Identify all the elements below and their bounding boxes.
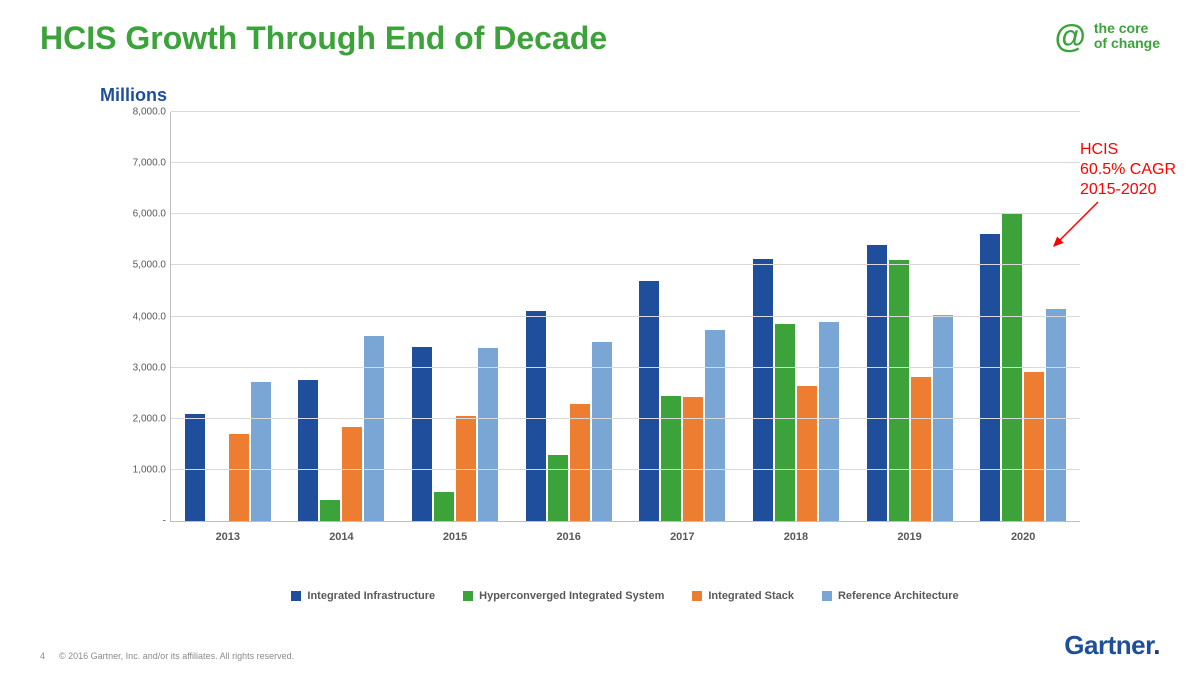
bar (753, 259, 773, 521)
page-number: 4 (40, 651, 45, 661)
gridline (171, 316, 1080, 317)
gridline (171, 418, 1080, 419)
x-tick-label: 2018 (739, 531, 853, 543)
bar-group: 2016 (512, 112, 626, 521)
footer: 4 © 2016 Gartner, Inc. and/or its affili… (40, 630, 1160, 661)
bar (639, 281, 659, 521)
bar-group: 2020 (966, 112, 1080, 521)
bar (889, 260, 909, 521)
x-tick-label: 2016 (512, 531, 626, 543)
bar (298, 380, 318, 521)
gridline (171, 162, 1080, 163)
bar (185, 414, 205, 521)
bar (1046, 309, 1066, 521)
legend-label: Hyperconverged Integrated System (479, 590, 664, 602)
bar (980, 234, 1000, 521)
gridline (171, 264, 1080, 265)
y-axis-label: Millions (100, 85, 1140, 106)
y-tick-label: 6,000.0 (111, 209, 166, 220)
legend-swatch (291, 591, 301, 601)
page-title: HCIS Growth Through End of Decade (40, 20, 607, 57)
bar (911, 377, 931, 521)
bar (797, 386, 817, 521)
y-tick-label: 3,000.0 (111, 362, 166, 373)
y-tick-label: 2,000.0 (111, 413, 166, 424)
gridline (171, 213, 1080, 214)
legend-item: Hyperconverged Integrated System (463, 590, 664, 602)
bar-group: 2014 (285, 112, 399, 521)
bar (819, 322, 839, 521)
logo-dot: . (1153, 630, 1160, 660)
legend-item: Integrated Infrastructure (291, 590, 435, 602)
legend-label: Reference Architecture (838, 590, 959, 602)
annotation-arrow-icon (1046, 198, 1106, 254)
bar (775, 324, 795, 521)
x-tick-label: 2014 (285, 531, 399, 543)
tagline: @ the core of change (1055, 20, 1160, 52)
footer-left: 4 © 2016 Gartner, Inc. and/or its affili… (40, 651, 294, 661)
gridline (171, 469, 1080, 470)
gridline (171, 111, 1080, 112)
legend-label: Integrated Infrastructure (307, 590, 435, 602)
callout-annotation: HCIS 60.5% CAGR 2015-2020 (1080, 140, 1176, 200)
legend: Integrated Infrastructure Hyperconverged … (170, 590, 1080, 602)
bar (705, 330, 725, 521)
y-tick-label: 4,000.0 (111, 311, 166, 322)
bar (478, 348, 498, 521)
bar (1024, 372, 1044, 521)
plot-region: 20132014201520162017201820192020 -1,000.… (170, 112, 1080, 522)
tagline-text: the core of change (1094, 21, 1160, 52)
bar (661, 396, 681, 521)
y-tick-label: 1,000.0 (111, 464, 166, 475)
bar (342, 427, 362, 521)
bar-group: 2017 (626, 112, 740, 521)
bar (592, 342, 612, 521)
header: HCIS Growth Through End of Decade @ the … (0, 0, 1200, 57)
legend-swatch (692, 591, 702, 601)
legend-swatch (822, 591, 832, 601)
copyright-text: © 2016 Gartner, Inc. and/or its affiliat… (59, 651, 294, 661)
x-tick-label: 2017 (626, 531, 740, 543)
bar (526, 311, 546, 521)
x-tick-label: 2019 (853, 531, 967, 543)
bar (320, 500, 340, 521)
bar (683, 397, 703, 521)
bar (364, 336, 384, 521)
x-tick-label: 2013 (171, 531, 285, 543)
bar-group: 2018 (739, 112, 853, 521)
bars-container: 20132014201520162017201820192020 (171, 112, 1080, 521)
x-tick-label: 2015 (398, 531, 512, 543)
legend-swatch (463, 591, 473, 601)
bar (434, 492, 454, 521)
bar-group: 2013 (171, 112, 285, 521)
bar (548, 455, 568, 521)
y-tick-label: 7,000.0 (111, 158, 166, 169)
bar (867, 245, 887, 521)
bar (412, 347, 432, 521)
legend-item: Integrated Stack (692, 590, 794, 602)
bar (229, 434, 249, 521)
legend-label: Integrated Stack (708, 590, 794, 602)
gartner-logo: Gartner. (1064, 630, 1160, 661)
y-tick-label: - (111, 516, 166, 527)
bar (570, 404, 590, 521)
at-icon: @ (1055, 20, 1086, 52)
y-tick-label: 8,000.0 (111, 107, 166, 118)
chart-plot-area: 20132014201520162017201820192020 -1,000.… (170, 112, 1080, 552)
bar-group: 2015 (398, 112, 512, 521)
legend-item: Reference Architecture (822, 590, 959, 602)
y-tick-label: 5,000.0 (111, 260, 166, 271)
x-tick-label: 2020 (966, 531, 1080, 543)
chart-container: Millions 2013201420152016201720182019202… (70, 85, 1140, 602)
bar-group: 2019 (853, 112, 967, 521)
bar (251, 382, 271, 521)
gridline (171, 367, 1080, 368)
